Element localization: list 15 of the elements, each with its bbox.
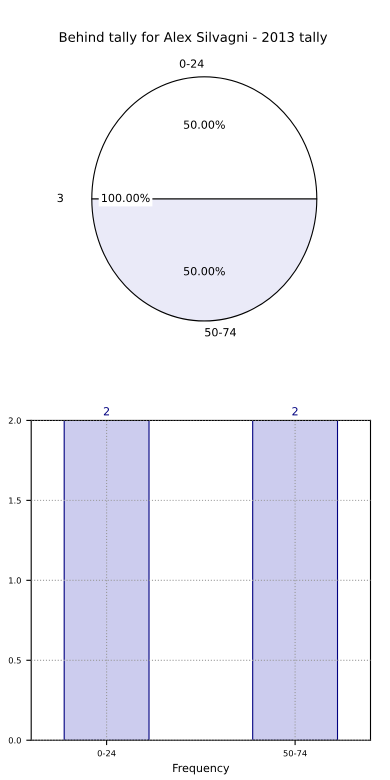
data-label: 2 bbox=[292, 407, 298, 416]
y-tick-label: 0.5 bbox=[8, 657, 21, 664]
y-tick-label: 1.0 bbox=[9, 577, 21, 584]
data-label: 2 bbox=[104, 407, 110, 416]
chart-title: Behind tally for Alex Silvagni - 2013 tally bbox=[60, 32, 328, 45]
text: 3 bbox=[58, 194, 63, 202]
text: 100.00% bbox=[102, 194, 150, 202]
y-tick-label: 2.0 bbox=[8, 417, 21, 424]
data-label: 50.00% bbox=[184, 120, 225, 129]
data-label: 50.00% bbox=[184, 266, 225, 276]
x-axis-title: Frequency bbox=[173, 764, 230, 774]
slice-label: 0-24 bbox=[180, 59, 204, 68]
slice-label: 50-74 bbox=[205, 328, 236, 336]
y-tick-label: 0.0 bbox=[8, 737, 21, 744]
y-tick-label: 1.5 bbox=[9, 497, 21, 504]
